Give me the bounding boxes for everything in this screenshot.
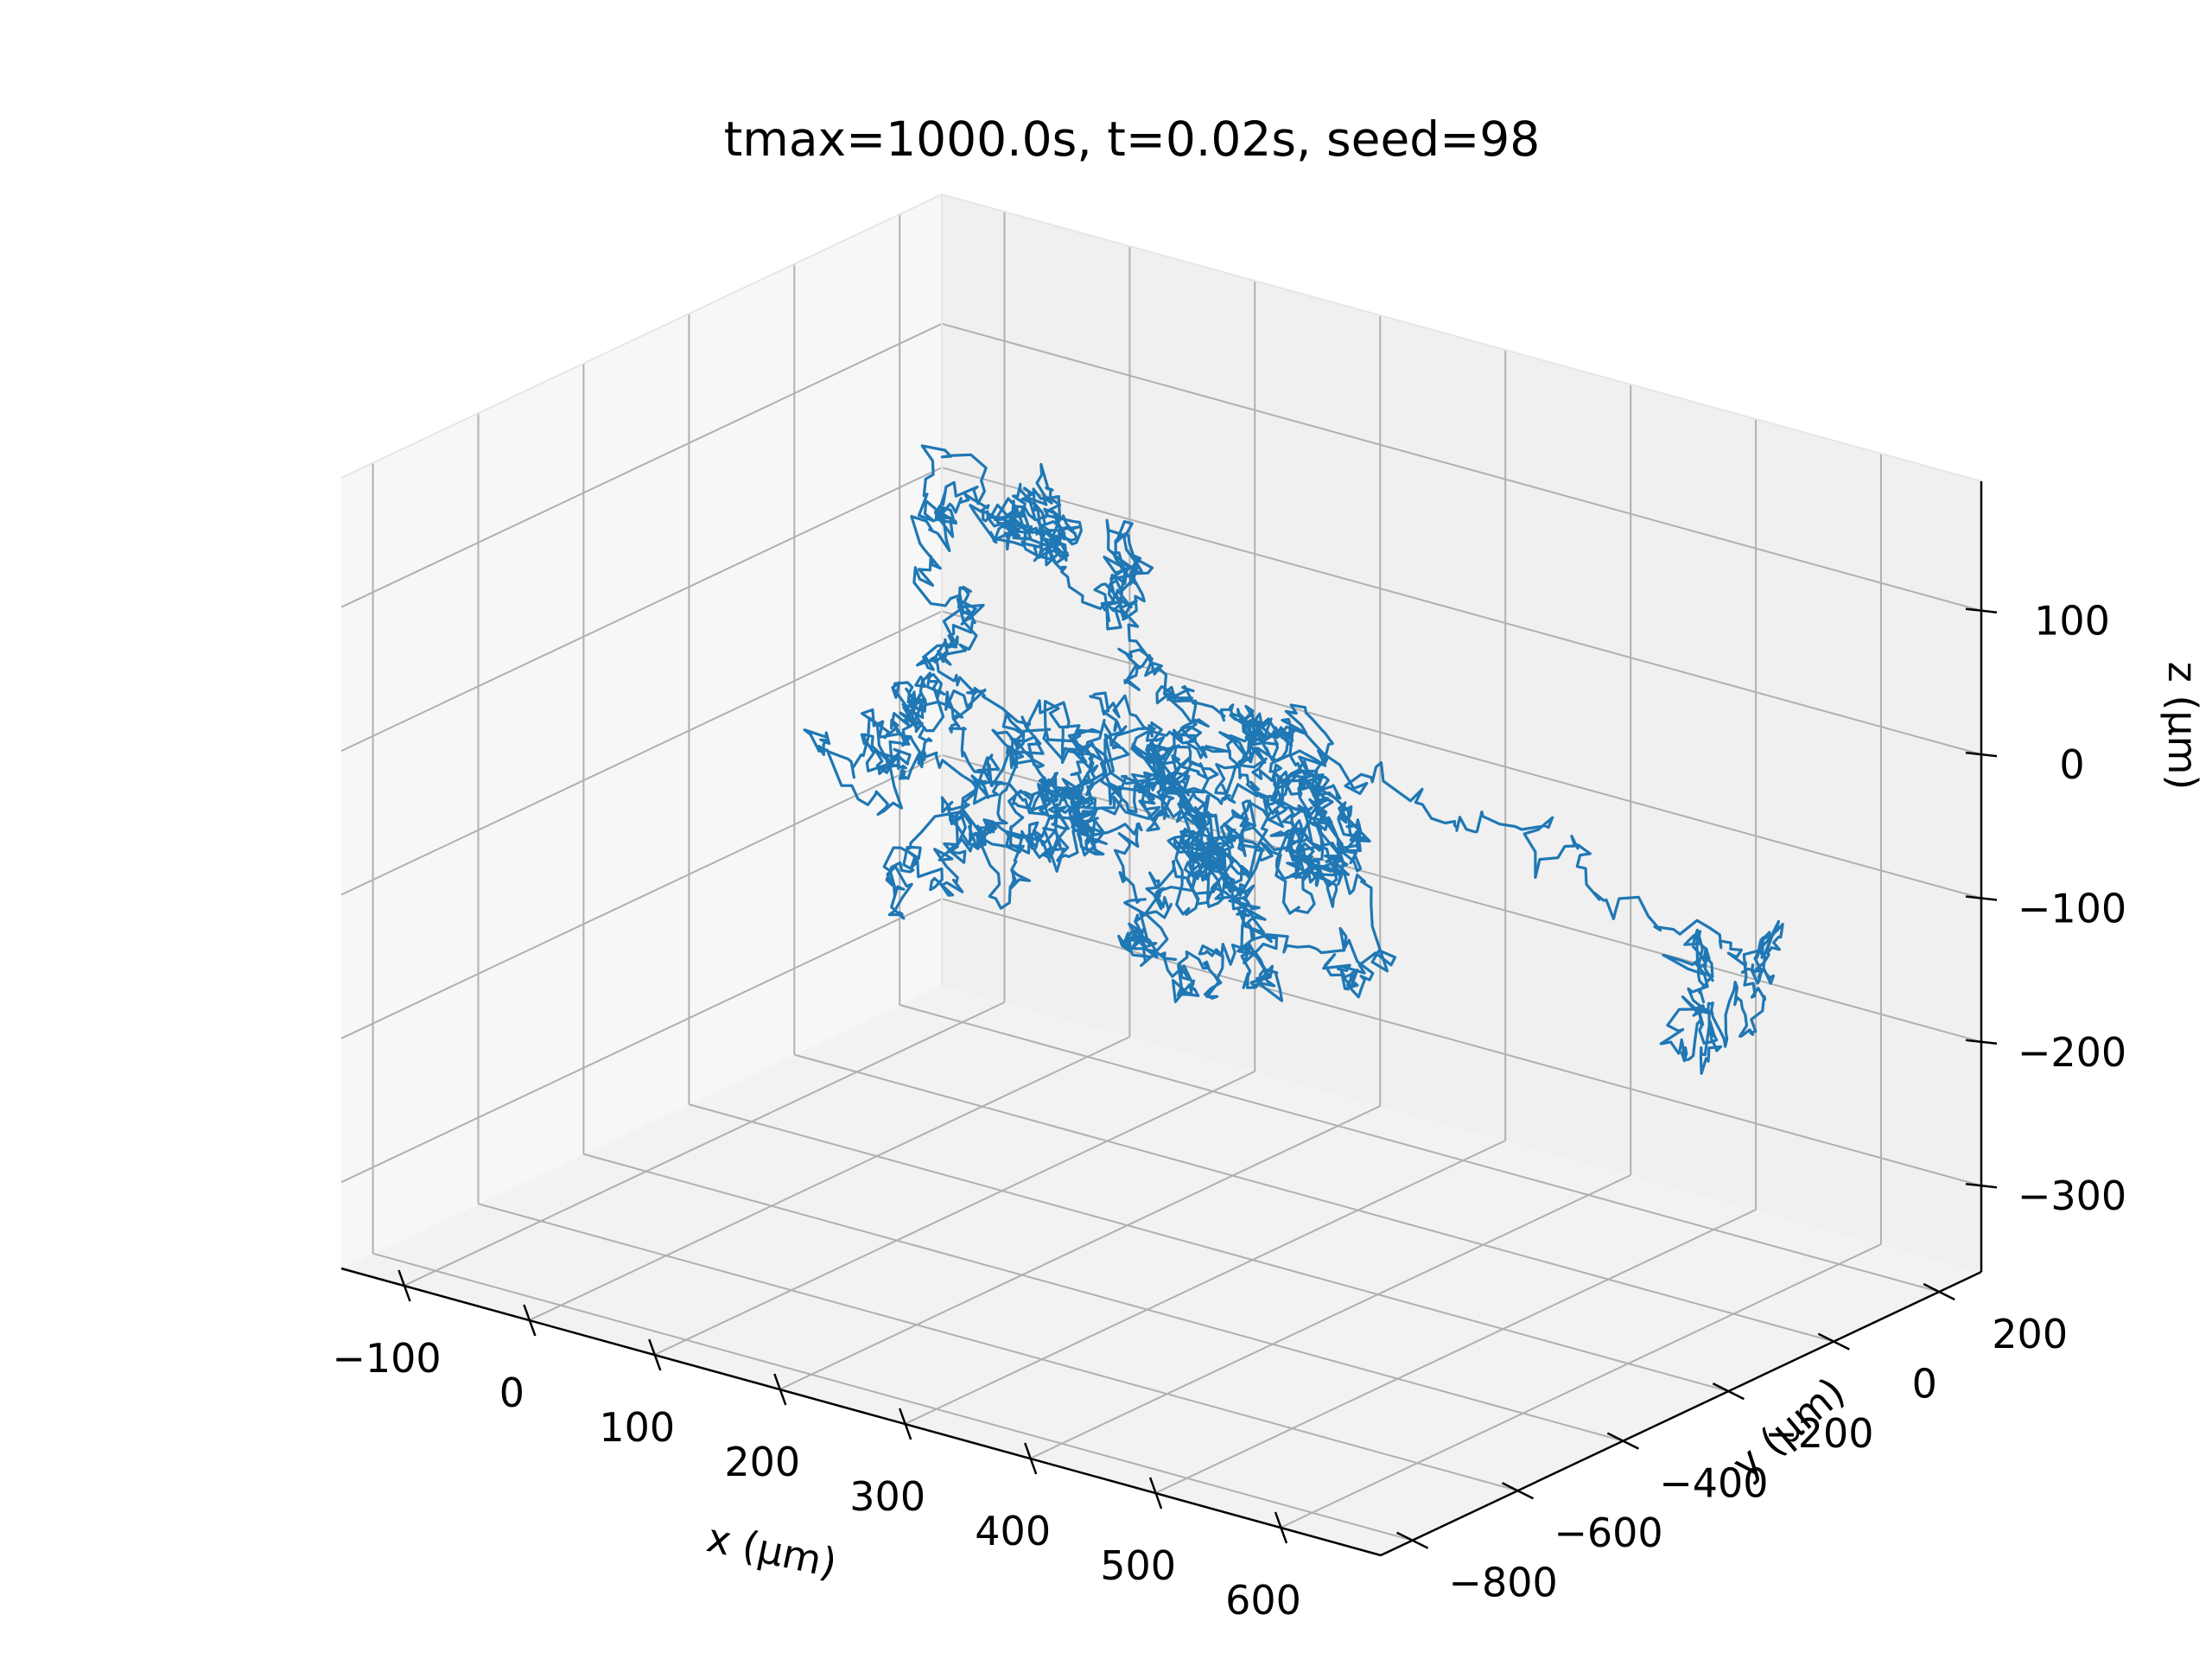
- pane-edge: [941, 194, 1982, 482]
- x-tick-label: 600: [1225, 1577, 1301, 1624]
- x-grid-floor: [528, 1036, 1130, 1321]
- x-tick: [1148, 1477, 1163, 1510]
- x-grid-floor: [1154, 1209, 1757, 1494]
- z-tick-label: 100: [2034, 598, 2110, 645]
- z-tick: [1965, 1039, 1998, 1046]
- z-tick-label: −100: [2018, 886, 2126, 932]
- y-grid-floor: [478, 1203, 1518, 1492]
- z-tick-label: −200: [2018, 1029, 2126, 1076]
- y-tick-label: −200: [1764, 1410, 1873, 1457]
- x-tick-label: 200: [724, 1439, 800, 1485]
- y-tick: [1817, 1332, 1850, 1351]
- y-tick-label: −800: [1448, 1560, 1557, 1606]
- x-grid-floor: [1280, 1243, 1882, 1529]
- z-grid-left: [340, 898, 943, 1184]
- z-tick: [1965, 607, 1998, 613]
- y-tick: [1923, 1282, 1955, 1301]
- x-tick: [648, 1338, 662, 1371]
- x-tick: [397, 1269, 411, 1302]
- y-tick: [1501, 1482, 1535, 1500]
- z-grid-left: [340, 467, 943, 753]
- y-grid-floor: [583, 1153, 1624, 1442]
- y-tick: [1606, 1432, 1639, 1450]
- y-tick-label: 0: [1912, 1361, 1937, 1408]
- z-tick-label: 0: [2059, 741, 2084, 788]
- y-grid-floor: [372, 1252, 1413, 1541]
- z-grid-back: [941, 610, 1982, 899]
- z-grid-left: [340, 610, 943, 896]
- z-tick: [1965, 751, 1998, 758]
- y-tick: [1712, 1382, 1745, 1401]
- y-tick-label: −400: [1659, 1460, 1768, 1507]
- y-axis-line: [1380, 1270, 1982, 1557]
- y-grid-floor: [794, 1053, 1834, 1343]
- x-tick-label: 400: [975, 1508, 1051, 1554]
- x-tick-label: 300: [849, 1473, 925, 1520]
- z-axis-label: z (μm): [2159, 662, 2206, 791]
- z-grid-left: [340, 322, 943, 608]
- x-axis-label: x (μm): [702, 1514, 841, 1586]
- z-grid-back: [941, 322, 1982, 612]
- z-grid-left: [340, 753, 943, 1039]
- x-tick: [1024, 1442, 1038, 1475]
- x-tick: [1274, 1511, 1288, 1544]
- x-grid-floor: [779, 1105, 1381, 1390]
- pane-edge: [340, 194, 943, 479]
- x-tick: [523, 1304, 537, 1337]
- trajectory-line: [803, 444, 1784, 1075]
- y-grid-floor: [689, 1103, 1729, 1393]
- x-grid-floor: [1029, 1174, 1631, 1459]
- z-tick: [1965, 1182, 1998, 1189]
- x-tick-label: −100: [332, 1335, 441, 1382]
- y-tick-label: −600: [1554, 1510, 1662, 1556]
- z-tick: [1965, 895, 1998, 901]
- plot-area: [803, 444, 1784, 1075]
- z-grid-back: [941, 898, 1982, 1187]
- x-grid-floor: [404, 1001, 1005, 1287]
- y-tick-label: 200: [1992, 1311, 2068, 1357]
- z-tick-label: −300: [2018, 1173, 2126, 1219]
- z-grid-back: [941, 467, 1982, 756]
- x-tick-label: 100: [599, 1404, 675, 1451]
- y-grid-floor: [899, 1004, 1940, 1293]
- axis-panes: [340, 194, 1983, 1556]
- x-tick-label: 500: [1100, 1542, 1176, 1589]
- x-grid-floor: [653, 1071, 1255, 1356]
- axes: [340, 481, 1983, 1557]
- x-tick: [773, 1373, 787, 1406]
- x-axis-line: [340, 1267, 1382, 1557]
- y-tick: [1396, 1531, 1429, 1549]
- x-tick: [899, 1408, 912, 1440]
- x-tick-label: 0: [499, 1370, 524, 1416]
- x-grid-floor: [904, 1140, 1506, 1425]
- chart-title: tmax=1000.0s, t=0.02s, seed=98: [724, 111, 1541, 167]
